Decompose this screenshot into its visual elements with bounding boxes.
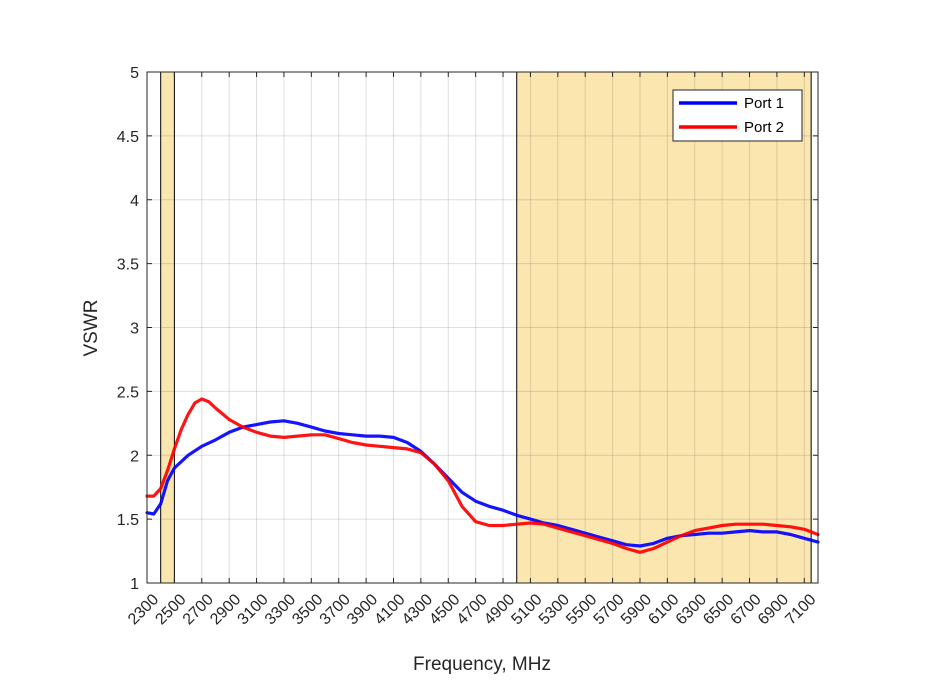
legend-label-port-1: Port 1 bbox=[744, 95, 784, 112]
shaded-bands bbox=[160, 71, 812, 584]
y-tick-label: 3 bbox=[130, 321, 139, 338]
y-tick-label: 2 bbox=[130, 448, 139, 465]
shaded-band-2 bbox=[516, 71, 812, 584]
y-tick-label: 1 bbox=[130, 576, 139, 593]
y-tick-label: 4.5 bbox=[117, 129, 139, 146]
plot-area-background bbox=[147, 72, 818, 583]
series-line-port-2 bbox=[145, 397, 820, 554]
legend-label-port-2: Port 2 bbox=[744, 119, 784, 136]
y-tick-label: 4 bbox=[130, 193, 139, 210]
data-series bbox=[145, 397, 820, 554]
y-axis-ticks: 1 1.5 2 2.5 3 3.5 4 4.5 5 bbox=[117, 65, 818, 593]
y-tick-label: 1.5 bbox=[117, 512, 139, 529]
x-axis-title: Frequency, MHz bbox=[413, 654, 551, 675]
legend: Port 1 Port 2 bbox=[672, 89, 803, 142]
y-axis-title: VSWR bbox=[81, 300, 102, 357]
y-tick-label: 3.5 bbox=[117, 257, 139, 274]
legend-box bbox=[672, 89, 803, 142]
y-tick-label: 2.5 bbox=[117, 384, 139, 401]
series-line-port-1 bbox=[145, 419, 820, 548]
y-tick-label: 5 bbox=[130, 65, 139, 82]
